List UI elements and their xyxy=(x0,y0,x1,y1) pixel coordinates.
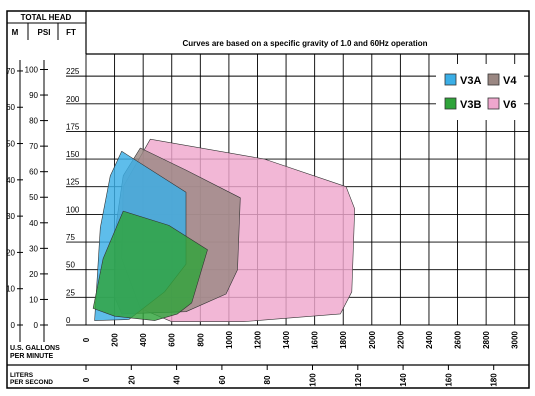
ft-tick-label: 75 xyxy=(66,233,75,242)
gpm-tick-label: 2600 xyxy=(454,331,463,349)
psi-tick-label: 90 xyxy=(29,91,38,100)
psi-column-label: PSI xyxy=(38,28,51,37)
gpm-tick-label: 2200 xyxy=(396,331,405,349)
psi-tick-label: 50 xyxy=(29,193,38,202)
chart-note: Curves are based on a specific gravity o… xyxy=(183,39,428,48)
ft-tick-label: 50 xyxy=(66,261,75,270)
ft-tick-label: 125 xyxy=(66,178,80,187)
ft-column-label: FT xyxy=(66,28,76,37)
gpm-tick-label: 200 xyxy=(111,333,120,347)
gpm-tick-label: 2800 xyxy=(482,331,491,349)
legend-swatch-v6 xyxy=(487,97,500,110)
total-head-label: TOTAL HEAD xyxy=(21,13,72,22)
legend-label-v6: V6 xyxy=(503,99,516,111)
m-tick-label: 40 xyxy=(6,176,15,185)
lps-axis-label: PER SECOND xyxy=(10,379,53,386)
legend-swatch-v3a xyxy=(444,73,457,86)
ft-tick-label: 225 xyxy=(66,67,80,76)
psi-tick-label: 20 xyxy=(29,270,38,279)
legend-background xyxy=(436,64,524,120)
legend-label-v4: V4 xyxy=(503,75,517,87)
lps-tick-label: 100 xyxy=(309,373,318,387)
psi-tick-label: 100 xyxy=(25,65,39,74)
gpm-tick-label: 0 xyxy=(82,337,91,342)
lps-tick-label: 40 xyxy=(173,375,182,384)
chart-frame xyxy=(6,10,530,389)
lps-axis-label: LITERS xyxy=(10,372,34,379)
lps-tick-label: 120 xyxy=(354,373,363,387)
ft-tick-label: 0 xyxy=(66,316,71,325)
legend: V3A V4 V3B V6 xyxy=(436,64,524,120)
area-v3b xyxy=(92,210,208,321)
psi-tick-label: 40 xyxy=(29,219,38,228)
legend-label-v3b: V3B xyxy=(460,99,481,111)
m-tick-label: 60 xyxy=(6,103,15,112)
legend-swatch-v4 xyxy=(487,73,500,86)
gpm-tick-label: 800 xyxy=(196,333,205,347)
psi-tick-label: 80 xyxy=(29,117,38,126)
lps-tick-label: 0 xyxy=(82,377,91,382)
gpm-tick-label: 1000 xyxy=(225,331,234,349)
m-tick-label: 10 xyxy=(6,285,15,294)
gpm-tick-label: 2000 xyxy=(368,331,377,349)
gpm-tick-label: 1800 xyxy=(339,331,348,349)
m-tick-label: 0 xyxy=(11,321,16,330)
gpm-axis-label: U.S. GALLONS xyxy=(10,345,60,352)
gpm-tick-label: 3000 xyxy=(511,331,520,349)
ft-tick-label: 150 xyxy=(66,150,80,159)
lps-tick-label: 160 xyxy=(444,373,453,387)
legend-swatch-v3b xyxy=(444,97,457,110)
psi-tick-label: 10 xyxy=(29,295,38,304)
psi-tick-label: 0 xyxy=(34,321,39,330)
m-column-label: M xyxy=(12,28,19,37)
psi-tick-label: 70 xyxy=(29,142,38,151)
m-tick-label: 20 xyxy=(6,248,15,257)
ft-tick-label: 100 xyxy=(66,205,80,214)
gpm-tick-label: 1600 xyxy=(311,331,320,349)
m-tick-label: 70 xyxy=(6,67,15,76)
performance-areas xyxy=(92,138,356,323)
gpm-tick-label: 1200 xyxy=(253,331,262,349)
psi-tick-label: 30 xyxy=(29,244,38,253)
gpm-tick-label: 600 xyxy=(168,333,177,347)
lps-tick-label: 180 xyxy=(490,373,499,387)
m-tick-label: 30 xyxy=(6,212,15,221)
gpm-axis-label: PER MINUTE xyxy=(10,353,54,360)
axis-ticks: 0255075100125150175200225010203040506070… xyxy=(6,65,520,386)
ft-tick-label: 175 xyxy=(66,122,80,131)
ft-tick-label: 25 xyxy=(66,288,75,297)
psi-tick-label: 60 xyxy=(29,168,38,177)
m-tick-label: 50 xyxy=(6,140,15,149)
lps-tick-label: 140 xyxy=(399,373,408,387)
legend-label-v3a: V3A xyxy=(460,75,481,87)
lps-tick-label: 80 xyxy=(263,375,272,384)
lps-tick-label: 20 xyxy=(127,375,136,384)
gpm-tick-label: 2400 xyxy=(425,331,434,349)
ft-tick-label: 200 xyxy=(66,95,80,104)
gpm-tick-label: 1400 xyxy=(282,331,291,349)
gpm-tick-label: 400 xyxy=(139,333,148,347)
lps-tick-label: 60 xyxy=(218,375,227,384)
